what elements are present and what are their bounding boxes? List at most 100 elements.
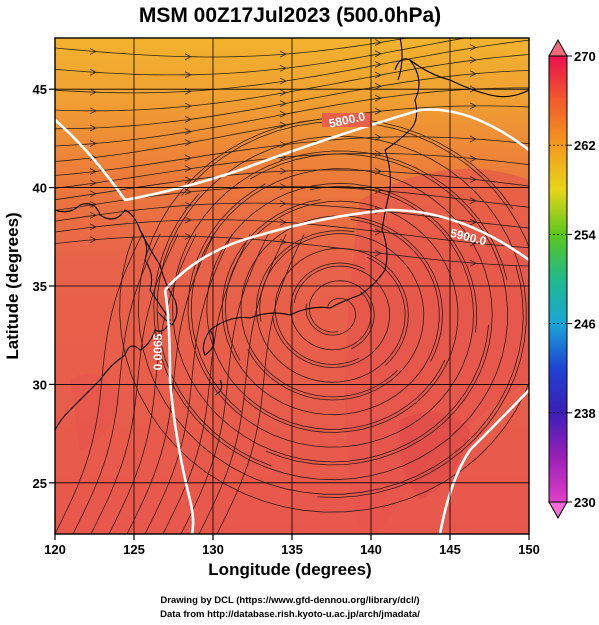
- coast-china: [55, 203, 171, 431]
- streamline-arrow: [184, 154, 192, 162]
- streamline-swirl: [221, 199, 440, 416]
- x-tick-label: 150: [518, 542, 540, 557]
- streamline-southwest: [90, 233, 179, 534]
- coast-kyushu: [202, 329, 223, 396]
- streamline-westerly: [55, 38, 409, 58]
- streamline-westerly: [55, 39, 529, 94]
- streamline-arrow: [184, 102, 192, 110]
- streamline-swirl: [256, 230, 406, 383]
- streamline-arrow: [374, 107, 382, 115]
- y-tick-label: 45: [33, 82, 47, 97]
- streamline-arrow: [279, 110, 287, 118]
- streamline-arrow: [89, 88, 97, 96]
- streamline-arrow: [184, 188, 192, 196]
- x-tick-label: 145: [439, 542, 461, 557]
- streamline-arrow: [184, 165, 192, 173]
- streamline-swirl: [290, 262, 372, 351]
- streamline-arrow: [89, 201, 97, 208]
- contour-5800: [55, 108, 529, 202]
- streamline-arrow: [279, 89, 287, 97]
- streamline-arrow: [89, 236, 97, 244]
- streamline-arrow: [89, 107, 97, 115]
- streamline-arrow: [89, 179, 97, 187]
- streamline-southwest: [108, 233, 197, 534]
- streamline-arrow: [469, 259, 477, 267]
- streamline-southwest: [198, 233, 287, 534]
- y-tick-label: 35: [33, 279, 47, 294]
- warm-region-south: [399, 412, 470, 500]
- x-axis-ticks: 120 125 130 135 140 145 150: [44, 534, 540, 557]
- streamline-arrow: [184, 128, 192, 135]
- streamline-arrow: [374, 133, 382, 141]
- x-tick-label: 125: [123, 542, 145, 557]
- streamline-arrow: [469, 239, 477, 247]
- figure-title: MSM 00Z17Jul2023 (500.0hPa): [139, 4, 441, 27]
- streamline-arrow: [279, 77, 287, 85]
- x-tick-label: 120: [44, 542, 66, 557]
- credit-drawing: Drawing by DCL (https://www.gfd-dennou.o…: [160, 595, 419, 606]
- colorbar-body: [548, 55, 568, 503]
- lat-lon-grid: [55, 38, 529, 534]
- streamline-swirl: [240, 215, 443, 398]
- streamline-arrow: [374, 150, 382, 157]
- streamline-arrow: [374, 167, 382, 175]
- y-tick-label: 30: [33, 377, 47, 392]
- streamline-arrow: [374, 94, 382, 102]
- streamline-arrow: [469, 44, 477, 51]
- streamline-arrow: [89, 168, 97, 175]
- streamline-arrow: [469, 102, 477, 110]
- coast-sakhalin: [397, 38, 403, 81]
- colorbar-tick-label: 254: [574, 227, 596, 242]
- streamline-arrow: [89, 68, 97, 76]
- coastlines: [55, 38, 529, 431]
- y-axis-title: Latitude (degrees): [3, 212, 22, 359]
- streamlines: [55, 38, 529, 534]
- streamline-westerly: [55, 153, 529, 189]
- streamline-westerly: [55, 235, 529, 267]
- streamline-arrow: [279, 238, 287, 246]
- streamline-arrow: [374, 187, 382, 194]
- streamline-arrow: [469, 155, 477, 163]
- colorbar-tick-label: 270: [574, 49, 596, 64]
- streamline-swirl: [274, 247, 409, 366]
- streamline-arrow: [184, 116, 192, 123]
- streamline-arrow: [469, 218, 477, 226]
- y-axis-ticks: 25 30 35 40 45: [33, 82, 55, 491]
- streamline-arrow: [374, 71, 382, 79]
- streamline-southwest: [216, 233, 305, 534]
- streamline-arrow: [184, 201, 192, 209]
- colorbar-tick-label: 230: [574, 495, 596, 510]
- streamline-arrow: [184, 53, 192, 61]
- streamline-arrow: [279, 50, 287, 58]
- streamline-arrow: [89, 124, 97, 132]
- streamline-swirl: [272, 265, 391, 368]
- colorbar-ticks: 270 262 254 246 238 230: [549, 49, 596, 510]
- coast-japan-honshu: [209, 149, 391, 331]
- streamline-arrow: [279, 218, 287, 226]
- streamline-arrow: [279, 167, 287, 175]
- streamline-southwest: [55, 233, 143, 534]
- streamline-swirl: [247, 233, 425, 401]
- streamline-arrow: [184, 71, 192, 79]
- streamline-arrow: [89, 211, 97, 219]
- streamline-swirl: [187, 183, 474, 448]
- streamline-arrow: [184, 233, 192, 240]
- streamline-southwest: [72, 233, 161, 534]
- colorbar: 270 262 254 246 238 230: [548, 38, 596, 520]
- streamline-westerly: [55, 219, 529, 249]
- x-tick-label: 130: [202, 542, 224, 557]
- streamline-arrow: [374, 50, 382, 58]
- streamline-southwest: [126, 233, 215, 534]
- streamline-arrow: [279, 200, 287, 208]
- streamline-arrow: [184, 216, 192, 224]
- streamline-westerly: [55, 38, 468, 76]
- contour-0065: [163, 289, 195, 534]
- colorbar-top-arrow: [548, 38, 568, 57]
- contour-label-bg-1: [322, 113, 372, 127]
- contour-label-0065: 0.0065: [151, 333, 165, 370]
- height-contours: [55, 108, 529, 534]
- streamline-arrow: [184, 139, 192, 146]
- streamline-southwest: [180, 233, 269, 534]
- streamline-arrow: [279, 183, 287, 190]
